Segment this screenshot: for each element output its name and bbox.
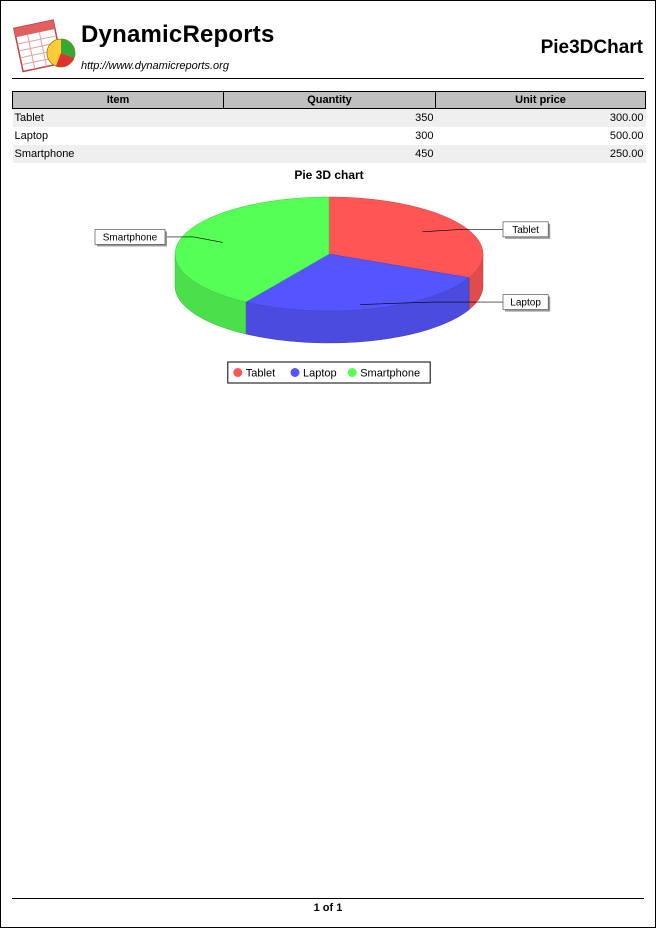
slice-label-laptop: Laptop (510, 298, 541, 309)
pie-3d-chart: Pie 3D chart Tablet Laptop Smartphone Tablet… (94, 168, 551, 384)
label-leader-smartphone (165, 236, 223, 243)
cell-unit-price: 300.00 (435, 108, 646, 127)
report-title: Pie3DChart (540, 37, 643, 58)
cell-unit-price: 250.00 (435, 145, 646, 163)
table-row: Tablet 350 300.00 (12, 108, 646, 127)
table-row: Smartphone 450 250.00 (12, 145, 646, 163)
legend-marker-smartphone (347, 368, 357, 377)
pie-slice-smartphone (174, 196, 330, 303)
pie-slice-laptop (245, 253, 470, 312)
label-leader-laptop (360, 301, 503, 305)
brand-url: http://www.dynamicreports.org (81, 60, 229, 72)
legend-label-smartphone: Smartphone (360, 368, 420, 380)
slice-label-tablet: Tablet (512, 225, 539, 236)
label-box-laptop (502, 294, 549, 310)
cell-unit-price: 500.00 (609, 130, 644, 142)
table-row: Laptop 300 500.00 (13, 127, 646, 145)
legend-marker-laptop (290, 368, 300, 377)
label-box-smartphone (94, 229, 166, 245)
legend-label-tablet: Tablet (246, 368, 275, 380)
cell-item: Tablet (12, 108, 224, 127)
dynamicreports-logo-icon (13, 19, 76, 73)
legend-label-laptop: Laptop (303, 368, 337, 380)
table-header-row: Item Quantity Unit price (12, 91, 646, 109)
column-header-quantity: Quantity (223, 91, 436, 109)
chart-title: Pie 3D chart (294, 168, 363, 182)
legend-marker-tablet (233, 368, 243, 377)
cell-item: Smartphone (12, 145, 224, 163)
legend-box (227, 361, 431, 384)
slice-label-smartphone: Smartphone (103, 232, 158, 243)
brand-name: DynamicReports (81, 21, 275, 48)
label-leader-tablet (422, 229, 503, 233)
cell-quantity: 350 (223, 108, 436, 127)
pie-slice-tablet (328, 196, 484, 278)
header-divider (12, 78, 644, 79)
cell-quantity: 450 (223, 145, 436, 163)
footer-divider (12, 898, 644, 899)
page-number: 1 of 1 (313, 902, 343, 914)
column-header-unit-price: Unit price (435, 91, 646, 109)
cell-quantity: 300 (415, 130, 434, 142)
items-table: Item Quantity Unit price Tablet 350 300.… (12, 91, 646, 163)
column-header-item: Item (12, 91, 224, 109)
cell-item: Laptop (14, 130, 49, 142)
label-box-tablet (502, 221, 549, 238)
